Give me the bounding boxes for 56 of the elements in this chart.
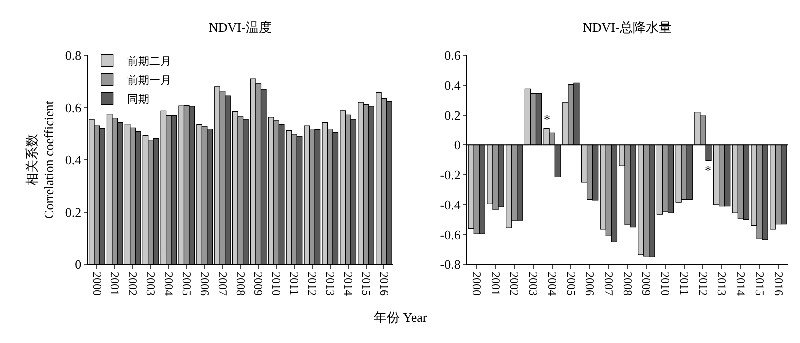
y-tick-label: 0.4: [65, 152, 82, 168]
y-tick-label: -0.4: [440, 197, 462, 212]
x-tick-label: 2013: [715, 272, 730, 296]
x-tick-label: 2004: [162, 272, 176, 296]
x-tick-label: 2016: [772, 272, 786, 296]
x-tick-label: 2005: [180, 272, 194, 296]
x-tick-label: 2002: [508, 272, 522, 296]
x-tick-label: 2016: [377, 272, 392, 296]
x-tick-label: 2002: [126, 272, 140, 296]
x-tick-label: 2012: [696, 272, 710, 296]
x-tick-label: 2001: [108, 272, 122, 296]
chart-title: NDVI-温度: [209, 20, 272, 35]
y-tick-label: -0.6: [440, 227, 462, 242]
y-tick-label: 0: [454, 138, 461, 153]
y-tick-label: 0.4: [444, 78, 462, 93]
y-tick-label: 0.2: [444, 108, 461, 123]
x-tick-label: 2014: [734, 272, 748, 296]
x-tick-label: 2011: [288, 272, 302, 296]
x-tick-label: 2007: [602, 272, 616, 296]
x-tick-label: 2003: [526, 272, 541, 296]
x-tick-label: 2006: [198, 272, 212, 296]
x-tick-label: 2009: [640, 272, 654, 296]
x-tick-label: 2014: [341, 272, 356, 296]
x-tick-label: 2000: [470, 272, 484, 296]
x-tick-label: 2010: [270, 272, 284, 296]
y-tick-label: 0.8: [65, 48, 82, 64]
x-tick-label: 2012: [306, 272, 320, 296]
y-tick-label: -0.2: [440, 168, 461, 183]
x-tick-label: 2011: [677, 272, 692, 296]
x-tick-label: 2009: [252, 272, 266, 296]
y-tick-label: 0.6: [444, 48, 462, 64]
x-tick-label: 2015: [752, 272, 767, 296]
x-tick-label: 2008: [620, 272, 635, 296]
legend-label: 前期一月: [127, 74, 172, 87]
legend-label: 前期二月: [127, 56, 172, 68]
x-tick-label: 2008: [234, 272, 248, 296]
y-tick-label: -0.8: [440, 257, 461, 272]
x-axis-title: 年份 Year: [374, 310, 428, 325]
annotation: *: [705, 163, 712, 178]
x-tick-label: 2005: [564, 272, 578, 296]
x-tick-label: 2010: [658, 272, 673, 296]
x-tick-label: 2006: [583, 272, 598, 296]
x-tick-label: 2013: [323, 272, 338, 296]
x-tick-label: 2007: [216, 272, 230, 296]
annotation: *: [544, 112, 550, 127]
y-tick-label: 0: [75, 257, 82, 272]
x-tick-label: 2001: [488, 272, 503, 296]
y-tick-label: 0.2: [65, 204, 82, 220]
y-axis-title: 相关系数 Correlation coefficient: [24, 100, 56, 219]
legend-label: 同期: [127, 94, 150, 106]
x-tick-label: 2003: [144, 272, 158, 296]
x-tick-label: 2000: [90, 272, 104, 296]
x-tick-label: 2015: [359, 272, 374, 296]
x-tick-label: 2004: [545, 272, 560, 296]
chart-title: NDVI-总降水量: [583, 20, 672, 35]
y-tick-label: 0.6: [65, 100, 82, 116]
